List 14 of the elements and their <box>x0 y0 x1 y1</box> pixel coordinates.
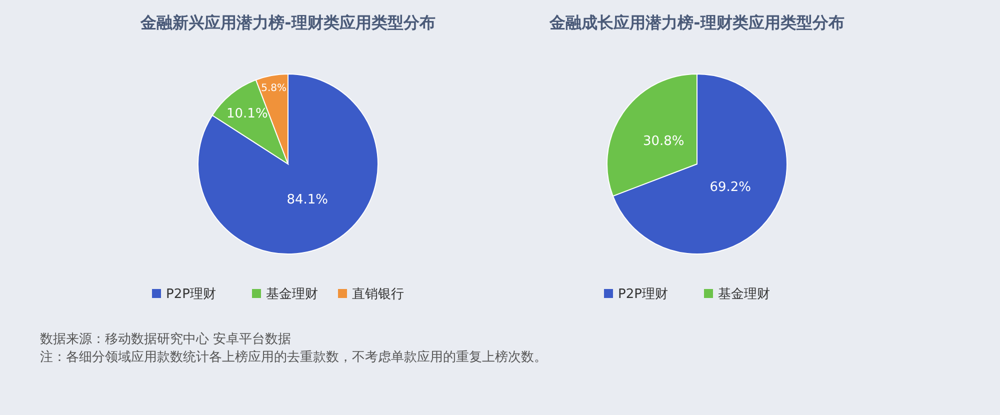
data-label: 84.1% <box>286 192 328 208</box>
legend-label: P2P理财 <box>618 287 668 302</box>
data-label: 30.8% <box>642 134 684 150</box>
legend-label: P2P理财 <box>166 287 216 302</box>
legend-label: 基金理财 <box>718 287 770 302</box>
legend-label: 直销银行 <box>352 287 404 302</box>
data-label: 10.1% <box>226 106 268 122</box>
chart-title: 金融新兴应用潜力榜-理财类应用类型分布 <box>140 13 436 32</box>
chart-title: 金融成长应用潜力榜-理财类应用类型分布 <box>548 13 844 32</box>
legend-label: 基金理财 <box>266 287 318 302</box>
data-label: 5.8% <box>261 82 287 94</box>
source-note: 数据来源：移动数据研究中心 安卓平台数据 <box>40 331 292 347</box>
data-label: 69.2% <box>710 180 752 195</box>
text: 注：各细分领域应用款数统计各上榜应用的去重款数，不考虑单款应用的重复上榜次数。 <box>40 349 547 365</box>
